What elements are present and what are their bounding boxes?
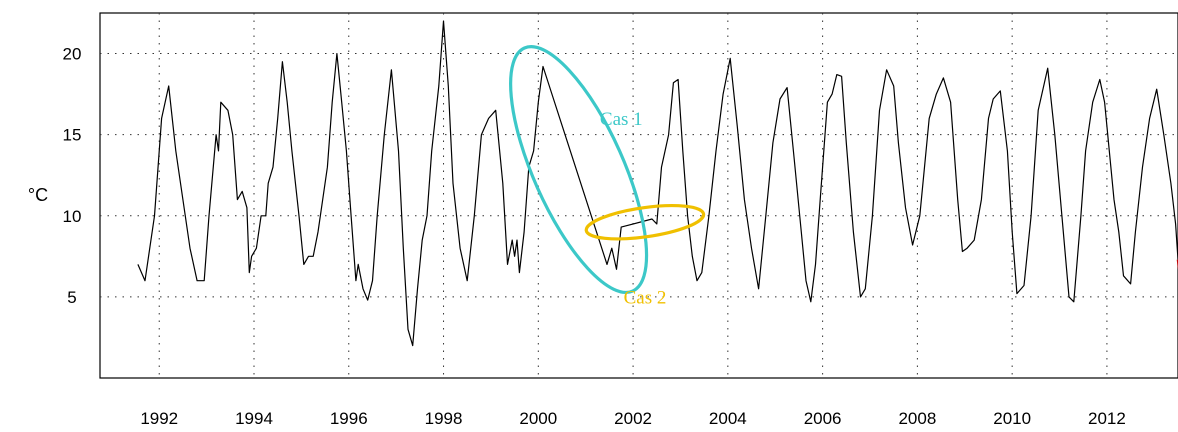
x-tick-label: 2002 bbox=[614, 409, 652, 428]
x-tick-label: 2012 bbox=[1088, 409, 1126, 428]
annotation-label-1: Cas 1 bbox=[600, 109, 643, 130]
tick-labels: 1992 1994 1996 1998 2000 2002 2004 2006 2008 2010… bbox=[63, 45, 1126, 428]
y-tick-label: 5 bbox=[67, 288, 76, 307]
y-axis-label: °C bbox=[28, 185, 48, 205]
x-tick-label: 2000 bbox=[519, 409, 557, 428]
x-tick-label: 1992 bbox=[140, 409, 178, 428]
x-tick-label: 2006 bbox=[804, 409, 842, 428]
x-tick-label: 2004 bbox=[709, 409, 747, 428]
series-group bbox=[137, 20, 1178, 347]
x-tick-label: 1996 bbox=[330, 409, 368, 428]
gridlines bbox=[100, 13, 1178, 378]
annotation-ellipse-2 bbox=[584, 204, 706, 241]
annotations: Cas 1 Cas 2 bbox=[509, 45, 706, 308]
series-line-1 bbox=[137, 20, 1178, 347]
annotation-ellipse-1 bbox=[509, 45, 649, 295]
x-tick-label: 2010 bbox=[993, 409, 1031, 428]
annotation-label-2: Cas 2 bbox=[624, 287, 667, 308]
plot-frame bbox=[99, 12, 1178, 379]
y-tick-label: 10 bbox=[63, 207, 82, 226]
x-tick-label: 2008 bbox=[898, 409, 936, 428]
y-tick-label: 20 bbox=[63, 45, 82, 64]
x-tick-label: 1998 bbox=[425, 409, 463, 428]
y-tick-label: 15 bbox=[63, 126, 82, 145]
x-tick-label: 1994 bbox=[235, 409, 273, 428]
